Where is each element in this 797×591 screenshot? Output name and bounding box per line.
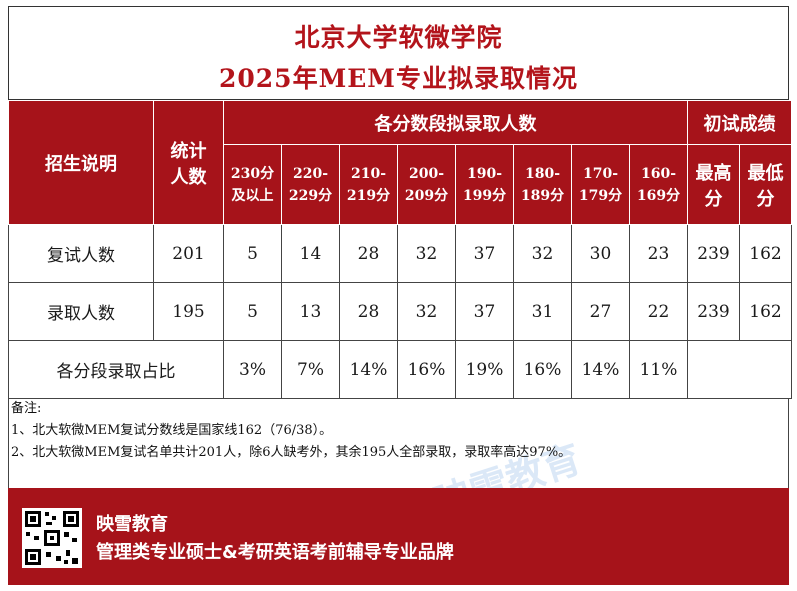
- ratio-cell: 3%: [223, 340, 282, 399]
- header-max: 最高分: [687, 144, 740, 225]
- brand-slogan: 管理类专业硕士&考研英语考前辅导专业品牌: [96, 542, 454, 563]
- table-row: 各分段录取占比 3% 7% 14% 16% 19% 16% 14% 11%: [8, 340, 792, 399]
- row-min: 162: [739, 282, 792, 341]
- table-cell: 32: [397, 224, 456, 283]
- notes-heading: 备注:: [11, 401, 42, 416]
- header-total-bottom: 人数: [170, 166, 207, 188]
- table-cell: 5: [223, 224, 282, 283]
- range-bottom: 199分: [462, 187, 507, 204]
- range-header: 160- 169分: [629, 144, 688, 225]
- title-box: 北京大学软微学院 2025年MEM专业拟录取情况: [8, 6, 789, 100]
- table-cell: 32: [513, 224, 572, 283]
- table-cell: 14: [281, 224, 340, 283]
- range-bottom: 209分: [404, 187, 449, 204]
- score-table: 招生说明 统计 人数 各分数段拟录取人数 初试成绩 230分 及以上 220- 22…: [8, 100, 792, 399]
- table-cell: 37: [455, 282, 514, 341]
- range-top: 220-: [292, 165, 329, 182]
- row-max: 239: [687, 282, 740, 341]
- range-header: 220- 229分: [281, 144, 340, 225]
- notes: 备注: 1、北大软微MEM复试分数线是国家线162（76/38）。 2、北大软微…: [8, 398, 789, 488]
- row-label: 录取人数: [8, 282, 154, 341]
- ratio-cell: 7%: [281, 340, 340, 399]
- ratio-cell: 16%: [513, 340, 572, 399]
- range-header: 200- 209分: [397, 144, 456, 225]
- range-header: 210- 219分: [339, 144, 398, 225]
- ratio-cell: 19%: [455, 340, 514, 399]
- range-top: 160-: [640, 165, 677, 182]
- header-max-bottom: 分: [704, 188, 723, 210]
- table-row: 复试人数 201 5 14 28 32 37 32 30 23 239 162: [8, 224, 792, 283]
- ratio-cell: 11%: [629, 340, 688, 399]
- table-cell: 30: [571, 224, 630, 283]
- range-top: 190-: [466, 165, 503, 182]
- empty-cell: [687, 340, 792, 399]
- header-max-top: 最高: [695, 162, 732, 184]
- range-header: 180- 189分: [513, 144, 572, 225]
- ratio-label: 各分段录取占比: [8, 340, 224, 399]
- row-min: 162: [739, 224, 792, 283]
- page-title: 北京大学软微学院: [294, 23, 503, 52]
- table-cell: 23: [629, 224, 688, 283]
- range-header: 170- 179分: [571, 144, 630, 225]
- table-cell: 28: [339, 224, 398, 283]
- table-cell: 13: [281, 282, 340, 341]
- ratio-cell: 16%: [397, 340, 456, 399]
- range-top: 210-: [350, 165, 387, 182]
- brand-name: 映雪教育: [96, 514, 168, 535]
- row-total: 201: [153, 224, 224, 283]
- qr-code-icon: [22, 508, 82, 568]
- table-cell: 28: [339, 282, 398, 341]
- range-top: 230分: [230, 165, 275, 182]
- header-total-top: 统计: [170, 140, 207, 162]
- range-bottom: 179分: [578, 187, 623, 204]
- range-bottom: 169分: [636, 187, 681, 204]
- header-prelim-group: 初试成绩: [687, 100, 792, 145]
- row-label: 复试人数: [8, 224, 154, 283]
- range-bottom: 189分: [520, 187, 565, 204]
- header-min-bottom: 分: [756, 188, 775, 210]
- range-bottom: 219分: [346, 187, 391, 204]
- ratio-cell: 14%: [339, 340, 398, 399]
- table-cell: 27: [571, 282, 630, 341]
- table-cell: 22: [629, 282, 688, 341]
- row-max: 239: [687, 224, 740, 283]
- range-top: 170-: [582, 165, 619, 182]
- note-item: 2、北大软微MEM复试名单共计201人，除6人缺考外，其余195人全部录取，录取…: [11, 445, 572, 460]
- range-bottom: 229分: [288, 187, 333, 204]
- note-item: 1、北大软微MEM复试分数线是国家线162（76/38）。: [11, 423, 333, 438]
- table-cell: 32: [397, 282, 456, 341]
- range-top: 180-: [524, 165, 561, 182]
- range-top: 200-: [408, 165, 445, 182]
- page-subtitle: 2025年MEM专业拟录取情况: [219, 64, 578, 93]
- header-total: 统计 人数: [153, 100, 224, 225]
- table-cell: 37: [455, 224, 514, 283]
- table-cell: 31: [513, 282, 572, 341]
- footer: 映雪教育 管理类专业硕士&考研英语考前辅导专业品牌: [8, 488, 789, 585]
- ratio-cell: 14%: [571, 340, 630, 399]
- range-header: 190- 199分: [455, 144, 514, 225]
- range-header: 230分及以上: [223, 144, 282, 225]
- range-bottom: 及以上: [231, 187, 274, 204]
- header-min: 最低分: [739, 144, 792, 225]
- header-enroll: 招生说明: [8, 100, 154, 225]
- header-ranges-group: 各分数段拟录取人数: [223, 100, 688, 145]
- table-cell: 5: [223, 282, 282, 341]
- row-total: 195: [153, 282, 224, 341]
- header-min-top: 最低: [747, 162, 784, 184]
- table-row: 录取人数 195 5 13 28 32 37 31 27 22 239 162: [8, 282, 792, 341]
